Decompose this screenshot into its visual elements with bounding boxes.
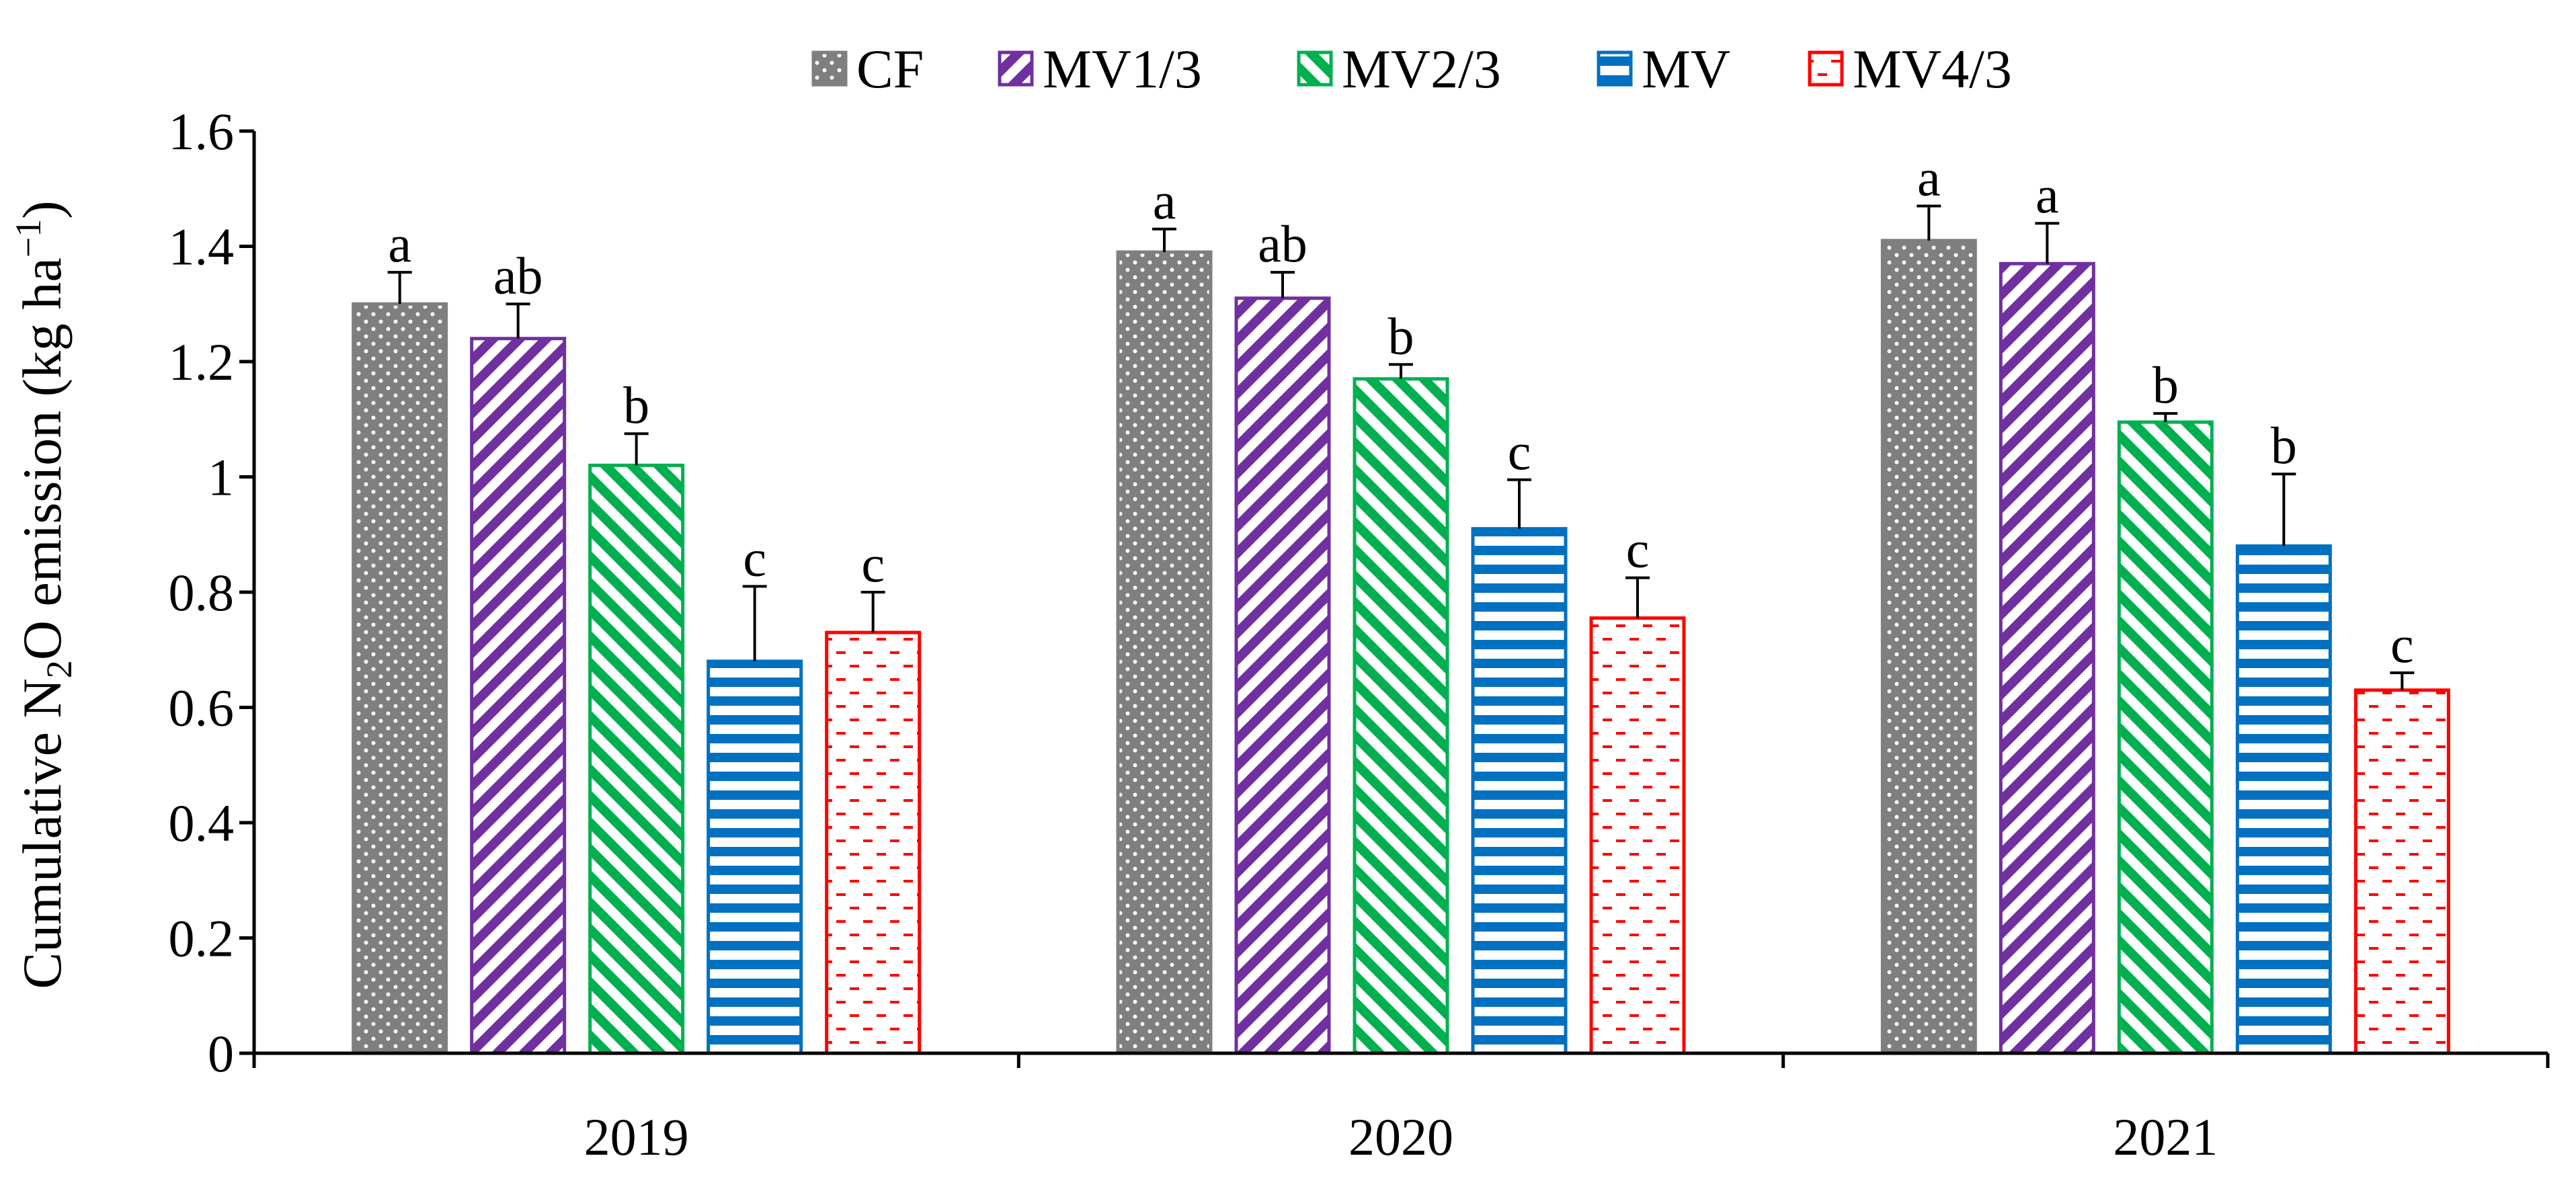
significance-letter-2019-CF: a	[388, 214, 411, 273]
significance-letter-2021-MV4/3: c	[2390, 615, 2414, 673]
y-tick-label: 0.6	[169, 679, 235, 737]
legend-label-MV4/3: MV4/3	[1853, 38, 2012, 99]
y-tick-label: 0.2	[169, 909, 235, 968]
legend-swatch-MV4/3	[1808, 50, 1844, 87]
y-tick-label: 0.4	[169, 794, 235, 852]
significance-letter-2019-MV: c	[743, 528, 766, 587]
bar-2021-MV	[2235, 544, 2332, 1055]
legend-label-CF: CF	[856, 38, 924, 99]
y-tick-label: 1.6	[169, 102, 235, 161]
y-tick-label: 1.2	[169, 333, 235, 391]
bar-2019-MV	[707, 659, 803, 1055]
x-tick-label: 2021	[2113, 1108, 2218, 1166]
bar-2020-MV1/3	[1234, 296, 1331, 1055]
legend-label-MV: MV	[1642, 38, 1730, 99]
bar-2019-MV1/3	[470, 337, 567, 1055]
significance-letter-2021-MV2/3: b	[2152, 356, 2179, 414]
significance-letter-2019-MV4/3: c	[861, 534, 885, 593]
significance-letter-2020-MV2/3: b	[1388, 306, 1414, 365]
bar-2021-MV2/3	[2117, 420, 2214, 1055]
legend-label-MV2/3: MV2/3	[1342, 38, 1501, 99]
legend-label-MV1/3: MV1/3	[1043, 38, 1202, 99]
significance-letter-2020-CF: a	[1153, 171, 1176, 230]
x-tick-label: 2019	[584, 1108, 689, 1166]
axes-layer: 0 0.2 0.4 0.6 0.8 1 1.2 1.4 1.6 2019 2020 2021	[169, 102, 2550, 1166]
legend-swatch-MV	[1597, 50, 1633, 87]
bar-2020-MV	[1471, 527, 1568, 1055]
legend-swatch-CF	[811, 50, 848, 87]
y-tick-label: 0	[208, 1024, 234, 1083]
y-axis-label: Cumulative N2O emission (kg ha−1)	[8, 200, 79, 989]
bar-2021-CF	[1880, 239, 1977, 1055]
x-tick-label: 2020	[1349, 1108, 1453, 1166]
bar-2019-CF	[352, 302, 448, 1055]
y-tick-label: 1.4	[169, 218, 235, 276]
bar-2020-MV4/3	[1589, 616, 1686, 1055]
significance-letter-2020-MV: c	[1508, 422, 1531, 481]
legend-swatch-MV1/3	[998, 50, 1034, 87]
significance-letter-2021-MV1/3: a	[2036, 165, 2059, 224]
significance-letter-2021-MV: b	[2271, 416, 2297, 475]
significance-letter-2019-MV1/3: ab	[493, 246, 543, 304]
bar-2021-MV1/3	[1999, 261, 2095, 1055]
bar-2020-CF	[1116, 250, 1213, 1055]
bar-2019-MV2/3	[588, 463, 685, 1055]
significance-letter-2021-CF: a	[1917, 148, 1941, 206]
y-tick-label: 1	[208, 448, 234, 507]
bar-2019-MV4/3	[825, 630, 922, 1055]
bar-2021-MV4/3	[2353, 688, 2450, 1055]
significance-letter-2020-MV4/3: c	[1626, 520, 1650, 579]
legend: CF MV1/3 MV2/3 MV MV4/3	[811, 38, 2012, 99]
significance-letter-2020-MV1/3: ab	[1258, 214, 1307, 273]
y-tick-label: 0.8	[169, 563, 235, 622]
bar-2020-MV2/3	[1353, 377, 1449, 1055]
legend-swatch-MV2/3	[1297, 50, 1333, 87]
significance-letter-2019-MV2/3: b	[623, 376, 649, 434]
